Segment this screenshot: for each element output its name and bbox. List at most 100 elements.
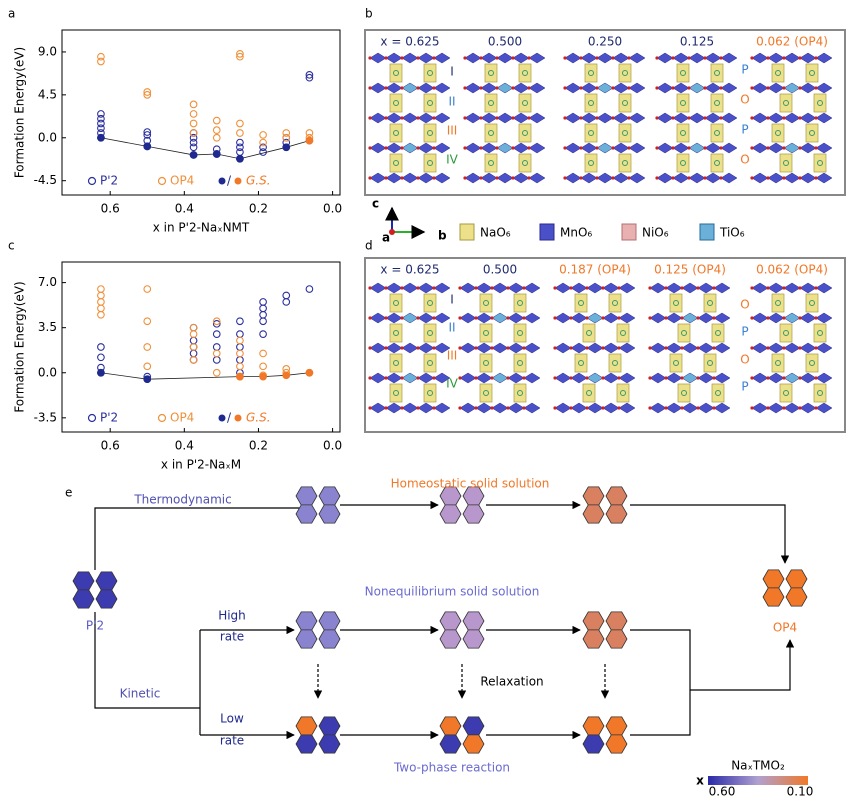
octahedron	[570, 282, 588, 294]
data-point	[236, 49, 244, 58]
na-prism	[584, 153, 598, 173]
o-site	[766, 286, 770, 290]
octahedron	[459, 342, 477, 354]
data-point	[305, 285, 314, 293]
data-point	[212, 349, 221, 358]
o-site	[563, 86, 567, 90]
na-site	[783, 390, 789, 396]
na-site	[714, 130, 720, 136]
structure-label: 0.125 (OP4)	[654, 263, 726, 277]
o-site	[368, 86, 372, 90]
na-site	[488, 100, 494, 106]
octahedron	[464, 172, 482, 184]
o-site	[511, 86, 515, 90]
na-site	[775, 70, 781, 76]
o-site	[527, 56, 531, 60]
octahedron	[580, 82, 598, 94]
data-point	[212, 343, 221, 351]
data-point	[259, 317, 267, 326]
octahedron	[628, 82, 646, 94]
o-site	[579, 146, 583, 150]
octahedron	[401, 312, 419, 324]
o-site	[490, 346, 494, 350]
data-point	[236, 52, 244, 61]
o-site	[527, 146, 531, 150]
octahedron	[512, 112, 530, 124]
data-point	[189, 138, 198, 147]
o-site	[798, 346, 802, 350]
octahedron	[720, 112, 738, 124]
o-site	[400, 346, 404, 350]
o-site	[474, 316, 478, 320]
octahedron	[580, 142, 598, 154]
na-site	[620, 390, 626, 396]
na-prism	[779, 323, 793, 343]
data-point	[236, 138, 244, 147]
y-tick-label: 9.0	[38, 44, 57, 58]
octahedron	[507, 342, 525, 354]
o-site	[750, 376, 754, 380]
hexagon	[582, 611, 605, 631]
structure-label: x = 0.625	[380, 263, 439, 277]
octahedron	[417, 342, 435, 354]
na-site	[517, 330, 523, 336]
o-site	[479, 86, 483, 90]
octahedron	[496, 82, 514, 94]
octahedron	[433, 342, 451, 354]
o-site	[671, 116, 675, 120]
y-tick-label: 7.0	[38, 275, 57, 289]
octahedron	[433, 402, 451, 414]
o-site	[495, 146, 499, 150]
stacking-label: O	[740, 153, 749, 167]
o-site	[617, 316, 621, 320]
octahedron	[491, 312, 509, 324]
na-prism	[574, 353, 588, 373]
octahedron	[751, 82, 769, 94]
octahedron	[491, 282, 509, 294]
legend-marker	[157, 176, 167, 186]
data-point	[212, 368, 221, 377]
o-site	[664, 346, 668, 350]
data-point	[97, 343, 105, 351]
octahedron	[720, 82, 738, 94]
octahedron	[570, 342, 588, 354]
octahedron	[385, 312, 403, 324]
octahedron	[681, 342, 699, 354]
na-prism	[484, 153, 498, 173]
o-site	[432, 286, 436, 290]
octahedron	[401, 52, 419, 64]
octahedron	[681, 282, 699, 294]
na-site	[393, 390, 399, 396]
legend-marker	[218, 177, 226, 185]
na-prism	[484, 123, 498, 143]
o-site	[696, 406, 700, 410]
na-prism	[710, 93, 724, 113]
o-site	[368, 316, 372, 320]
y-tick-label: 4.5	[38, 87, 57, 101]
na-site	[809, 130, 815, 136]
octahedron	[713, 342, 731, 354]
o-site	[416, 286, 420, 290]
o-site	[563, 176, 567, 180]
data-point	[236, 317, 244, 326]
o-site	[696, 376, 700, 380]
data-point	[97, 110, 105, 118]
data-point	[305, 73, 314, 82]
na-prism	[389, 93, 403, 113]
o-site	[648, 316, 652, 320]
na-prism	[389, 153, 403, 173]
o-site	[368, 376, 372, 380]
o-site	[474, 346, 478, 350]
na-prism	[574, 293, 588, 313]
o-site	[400, 176, 404, 180]
o-site	[416, 116, 420, 120]
colorbar-tick: 0.10	[787, 785, 814, 798]
route-label: Kinetic	[120, 687, 161, 701]
octahedron	[618, 402, 636, 414]
na-prism	[582, 323, 596, 343]
octahedron	[704, 172, 722, 184]
data-point	[97, 114, 105, 123]
na-site	[673, 300, 679, 306]
na-prism	[423, 323, 437, 343]
data-point	[259, 298, 267, 306]
